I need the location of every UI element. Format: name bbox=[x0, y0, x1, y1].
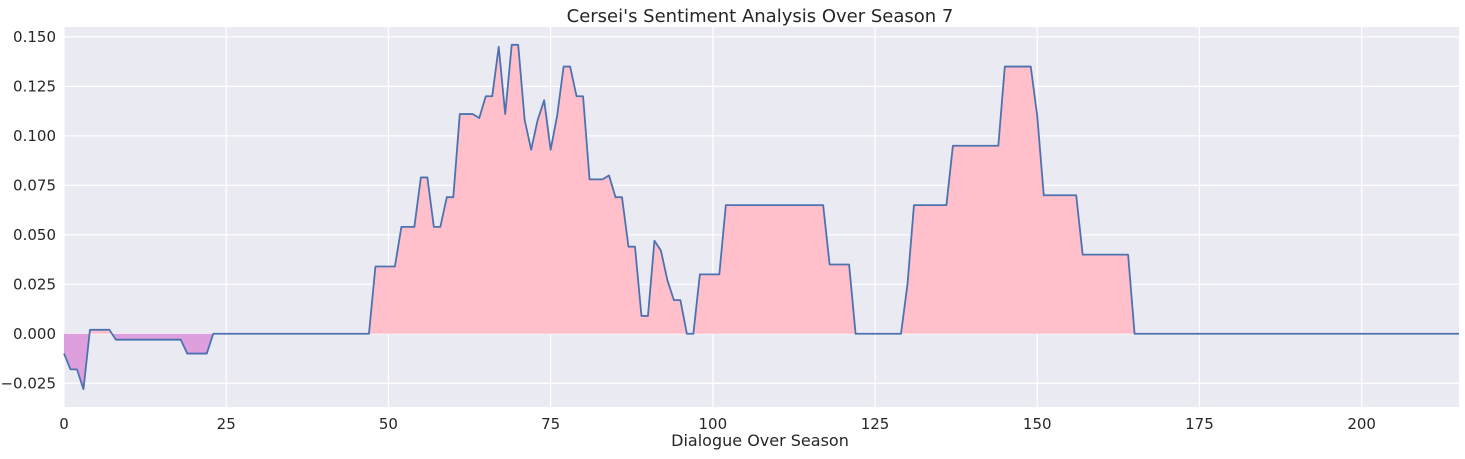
positive-sentiment-area bbox=[64, 44, 1459, 334]
negative-sentiment-area bbox=[64, 333, 1459, 390]
x-tick-label: 75 bbox=[541, 415, 560, 433]
y-tick-label: 0.100 bbox=[13, 127, 56, 145]
chart-title: Cersei's Sentiment Analysis Over Season … bbox=[567, 6, 954, 27]
sentiment-line bbox=[63, 43, 1459, 391]
x-tick-label: 25 bbox=[217, 415, 236, 433]
x-tick-label: 200 bbox=[1347, 415, 1376, 433]
y-tick-label: 0.025 bbox=[13, 275, 56, 293]
y-tick-label: 0.125 bbox=[13, 77, 56, 95]
x-axis-label: Dialogue Over Season bbox=[671, 431, 849, 450]
y-tick-label: 0.150 bbox=[13, 28, 56, 46]
area-fills bbox=[64, 44, 1459, 390]
y-tick-label: 0.050 bbox=[13, 226, 56, 244]
x-tick-label: 150 bbox=[1023, 415, 1052, 433]
x-axis-ticks: 0 25 50 75 100 125 150 175 200 bbox=[59, 415, 1376, 433]
y-tick-label: 0.075 bbox=[13, 176, 56, 194]
y-tick-label: 0.000 bbox=[13, 325, 56, 343]
x-tick-label: 100 bbox=[699, 415, 728, 433]
series-line-layer bbox=[63, 43, 1459, 391]
x-tick-label: 0 bbox=[59, 415, 69, 433]
y-tick-label: −0.025 bbox=[0, 374, 56, 392]
y-axis-ticks: −0.025 0.000 0.025 0.050 0.075 0.100 0.125 0.15… bbox=[0, 28, 56, 392]
x-tick-label: 50 bbox=[379, 415, 398, 433]
x-tick-label: 125 bbox=[861, 415, 890, 433]
x-tick-label: 175 bbox=[1185, 415, 1214, 433]
